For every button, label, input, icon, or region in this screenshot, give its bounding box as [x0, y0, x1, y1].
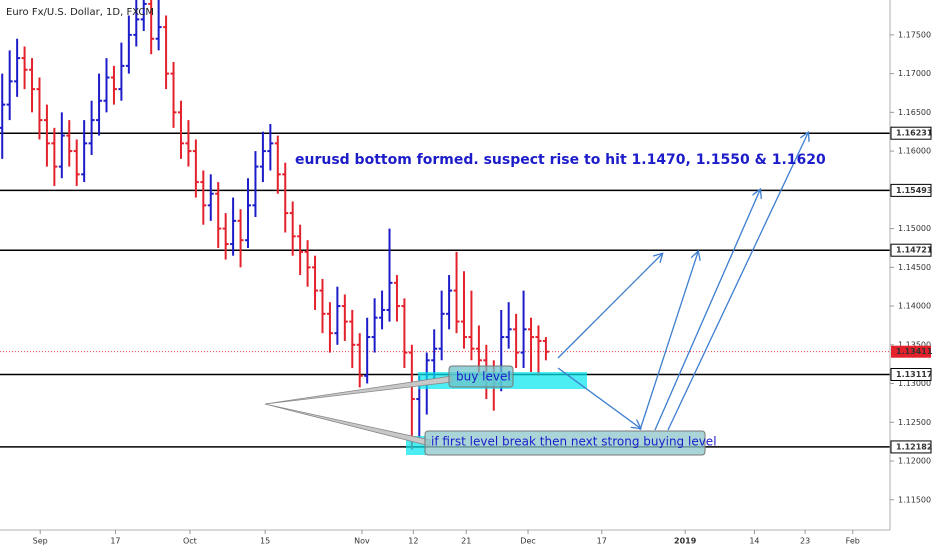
chart-title: Euro Fx/U.S. Dollar, 1D, FXCM — [6, 7, 154, 18]
x-tick-label: 14 — [749, 537, 759, 546]
x-tick-label: 2019 — [674, 537, 697, 546]
y-tick-label: 1.16000 — [898, 147, 931, 156]
last-price-box — [891, 345, 931, 358]
level-label: 1.14721 — [896, 246, 932, 255]
projection-arrow — [639, 252, 698, 431]
x-tick-label: 23 — [800, 537, 810, 546]
x-tick-label: Feb — [846, 537, 860, 546]
x-tick-label: 17 — [110, 537, 120, 546]
y-tick-label: 1.12000 — [898, 457, 931, 466]
x-tick-label: 12 — [408, 537, 418, 546]
y-tick-label: 1.11500 — [898, 495, 931, 504]
last-price-label: 1.13411 — [896, 347, 932, 356]
level-label: 1.12182 — [896, 442, 932, 451]
callout-text: buy level — [456, 370, 511, 384]
level-label-box — [890, 243, 932, 257]
y-tick-label: 1.14500 — [898, 263, 931, 272]
x-tick-label: 21 — [461, 537, 471, 546]
y-tick-label: 1.14000 — [898, 302, 931, 311]
y-tick-label: 1.15000 — [898, 224, 931, 233]
y-tick-label: 1.12500 — [898, 418, 931, 427]
level-label-box — [890, 367, 932, 381]
level-label-box — [890, 440, 932, 454]
level-label: 1.15493 — [896, 186, 932, 195]
level-label: 1.16231 — [896, 129, 932, 138]
x-tick-label: Dec — [520, 537, 535, 546]
x-tick-label: Nov — [354, 537, 370, 546]
x-tick-label: Sep — [33, 537, 48, 546]
level-label-box — [890, 183, 932, 197]
x-tick-label: 15 — [260, 537, 270, 546]
x-tick-label: 17 — [597, 537, 607, 546]
y-tick-label: 1.17500 — [898, 30, 931, 39]
annotation: eurusd bottom formed. suspect rise to hi… — [295, 152, 826, 168]
y-tick-label: 1.13000 — [898, 379, 931, 388]
callout-box — [424, 430, 706, 456]
projection-arrow — [557, 254, 662, 359]
projection-arrow — [557, 367, 640, 428]
projection-arrow — [667, 133, 808, 431]
y-tick-label: 1.17000 — [898, 69, 931, 78]
level-label-box — [890, 126, 932, 140]
y-tick-label: 1.16500 — [898, 108, 931, 117]
callout-box — [448, 365, 514, 388]
x-tick-label: Oct — [183, 537, 197, 546]
projection-arrow — [654, 190, 760, 431]
y-tick-label: 1.13500 — [898, 340, 931, 349]
callout-text: if first level break then next strong bu… — [431, 435, 717, 449]
level-label: 1.13117 — [896, 370, 932, 379]
